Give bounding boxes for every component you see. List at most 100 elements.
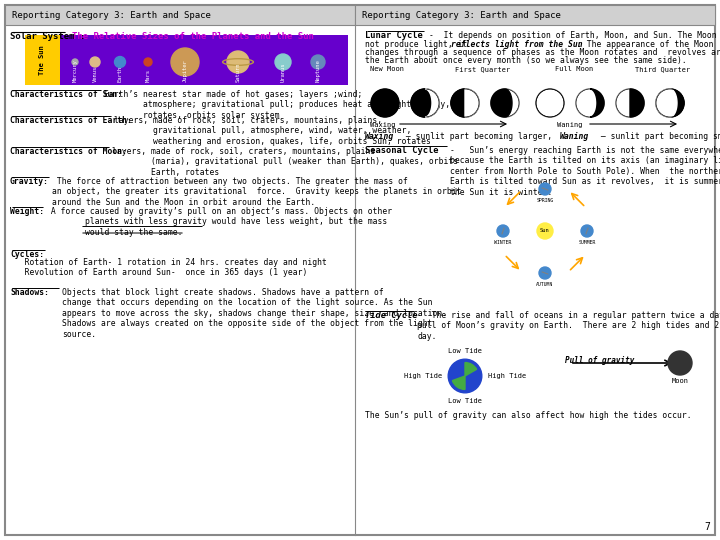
Circle shape xyxy=(227,51,249,73)
Text: Pull of gravity: Pull of gravity xyxy=(565,356,634,365)
Polygon shape xyxy=(491,89,512,117)
Text: Objects that block light create shadows. Shadows have a pattern of
change that o: Objects that block light create shadows.… xyxy=(62,288,447,339)
Text: Waxing: Waxing xyxy=(370,122,395,128)
Text: High Tide: High Tide xyxy=(404,373,442,379)
Text: New Moon: New Moon xyxy=(370,66,404,72)
Circle shape xyxy=(616,89,644,117)
Text: The Sun’s pull of gravity can also affect how high the tides occur.: The Sun’s pull of gravity can also affec… xyxy=(365,411,692,420)
Text: Waxing: Waxing xyxy=(365,132,395,141)
FancyBboxPatch shape xyxy=(25,35,60,85)
Text: Seasonal Cycle: Seasonal Cycle xyxy=(365,146,438,155)
Circle shape xyxy=(656,89,684,117)
Circle shape xyxy=(497,225,509,237)
Wedge shape xyxy=(452,376,465,389)
Circle shape xyxy=(581,225,593,237)
Text: The Sun: The Sun xyxy=(39,45,45,75)
Text: SPRING: SPRING xyxy=(536,198,554,203)
Text: Uranus: Uranus xyxy=(281,63,286,82)
Circle shape xyxy=(451,89,479,117)
Circle shape xyxy=(491,89,519,117)
Text: The Relative Sizes of the Planets and the Sun: The Relative Sizes of the Planets and th… xyxy=(72,32,314,41)
Text: Characteristics of Earth:: Characteristics of Earth: xyxy=(10,116,132,125)
Text: Venus: Venus xyxy=(92,66,97,82)
Text: Low Tide: Low Tide xyxy=(448,398,482,404)
Polygon shape xyxy=(630,89,644,117)
Text: The force of attraction between any two objects. The greater the mass of
an obje: The force of attraction between any two … xyxy=(52,177,462,207)
Circle shape xyxy=(72,59,78,65)
Text: Rotation of Earth- 1 rotation in 24 hrs. creates day and night
   Revolution of : Rotation of Earth- 1 rotation in 24 hrs.… xyxy=(10,258,327,278)
Text: layers, made of rock, soil, craters, mountains, plains,
        gravitational pu: layers, made of rock, soil, craters, mou… xyxy=(114,116,431,146)
Circle shape xyxy=(144,58,152,66)
Polygon shape xyxy=(465,89,479,117)
Circle shape xyxy=(491,89,519,117)
Text: Low Tide: Low Tide xyxy=(448,348,482,354)
Text: Moon: Moon xyxy=(672,378,688,384)
Text: SUMMER: SUMMER xyxy=(578,240,595,245)
Text: Jupiter: Jupiter xyxy=(182,59,187,82)
Text: WINTER: WINTER xyxy=(495,240,512,245)
Text: Sun: Sun xyxy=(540,228,550,233)
Text: Gravity:: Gravity: xyxy=(10,177,49,186)
Text: Mercury: Mercury xyxy=(73,59,78,82)
Circle shape xyxy=(311,55,325,69)
Text: Earth’s nearest star made of hot gases; layers ;wind;
        atmosphere; gravit: Earth’s nearest star made of hot gases; … xyxy=(104,90,450,120)
Circle shape xyxy=(371,89,399,117)
Circle shape xyxy=(536,89,564,117)
Text: Third Quarter: Third Quarter xyxy=(635,66,690,72)
Circle shape xyxy=(576,89,604,117)
Circle shape xyxy=(576,89,604,117)
FancyBboxPatch shape xyxy=(5,5,355,25)
Text: Mars: Mars xyxy=(145,69,150,82)
Polygon shape xyxy=(656,89,677,117)
Text: -   Sun’s energy reaching Earth is not the same everywhere,
because the Earth is: - Sun’s energy reaching Earth is not the… xyxy=(450,146,720,197)
Text: Shadows:: Shadows: xyxy=(10,288,49,297)
Text: Neptune: Neptune xyxy=(315,59,320,82)
Wedge shape xyxy=(465,362,477,376)
Text: – sunlit part becoming smaller: – sunlit part becoming smaller xyxy=(596,132,720,141)
Text: . The appearance of the Moon: . The appearance of the Moon xyxy=(577,40,714,49)
Circle shape xyxy=(114,57,125,68)
Circle shape xyxy=(539,267,551,279)
Circle shape xyxy=(536,89,564,117)
Text: Reporting Category 3: Earth and Space: Reporting Category 3: Earth and Space xyxy=(362,11,561,21)
Text: the Earth about once every month (so we always see the same side).: the Earth about once every month (so we … xyxy=(365,56,687,65)
Text: Cycles:: Cycles: xyxy=(10,250,44,259)
Text: 7: 7 xyxy=(704,522,710,532)
Text: Solar System :: Solar System : xyxy=(10,32,85,41)
Text: changes through a sequence of phases as the Moon rotates and  revolves around: changes through a sequence of phases as … xyxy=(365,48,720,57)
Text: High Tide: High Tide xyxy=(487,373,526,379)
Text: Waning: Waning xyxy=(560,132,589,141)
Circle shape xyxy=(171,48,199,76)
Text: Full Moon: Full Moon xyxy=(555,66,593,72)
Text: layers, made of rock, soil, craters, mountains, plains
        (maria), gravitat: layers, made of rock, soil, craters, mou… xyxy=(112,147,458,177)
Circle shape xyxy=(411,89,439,117)
Circle shape xyxy=(451,89,479,117)
Text: A force caused by gravity’s pull on an object’s mass. Objects on other
        p: A force caused by gravity’s pull on an o… xyxy=(46,207,392,237)
Text: -  It depends on position of Earth, Moon, and Sun. The Moon does: - It depends on position of Earth, Moon,… xyxy=(429,31,720,40)
Text: Tide Cycle: Tide Cycle xyxy=(365,311,418,320)
FancyBboxPatch shape xyxy=(5,5,715,535)
Text: Waning: Waning xyxy=(557,122,582,128)
Circle shape xyxy=(668,351,692,375)
Circle shape xyxy=(656,89,684,117)
Polygon shape xyxy=(590,89,604,117)
Circle shape xyxy=(411,89,439,117)
FancyBboxPatch shape xyxy=(355,5,715,25)
Text: Saturn: Saturn xyxy=(235,63,240,82)
Circle shape xyxy=(448,359,482,393)
Text: reflects light from the Sun: reflects light from the Sun xyxy=(451,40,582,49)
Text: Characteristics of Moon:: Characteristics of Moon: xyxy=(10,147,127,156)
Text: Reporting Category 3: Earth and Space: Reporting Category 3: Earth and Space xyxy=(12,11,211,21)
Text: Weight:: Weight: xyxy=(10,207,44,216)
Text: First Quarter: First Quarter xyxy=(455,66,510,72)
Text: – sunlit part becoming larger,: – sunlit part becoming larger, xyxy=(401,132,557,141)
Text: Lunar Cycle: Lunar Cycle xyxy=(365,31,423,40)
Polygon shape xyxy=(425,89,439,117)
Circle shape xyxy=(275,54,291,70)
Circle shape xyxy=(539,183,551,195)
Circle shape xyxy=(537,223,553,239)
FancyBboxPatch shape xyxy=(60,35,348,85)
Text: Characteristics of Sun:: Characteristics of Sun: xyxy=(10,90,122,99)
Circle shape xyxy=(616,89,644,117)
Text: AUTUMN: AUTUMN xyxy=(536,282,554,287)
